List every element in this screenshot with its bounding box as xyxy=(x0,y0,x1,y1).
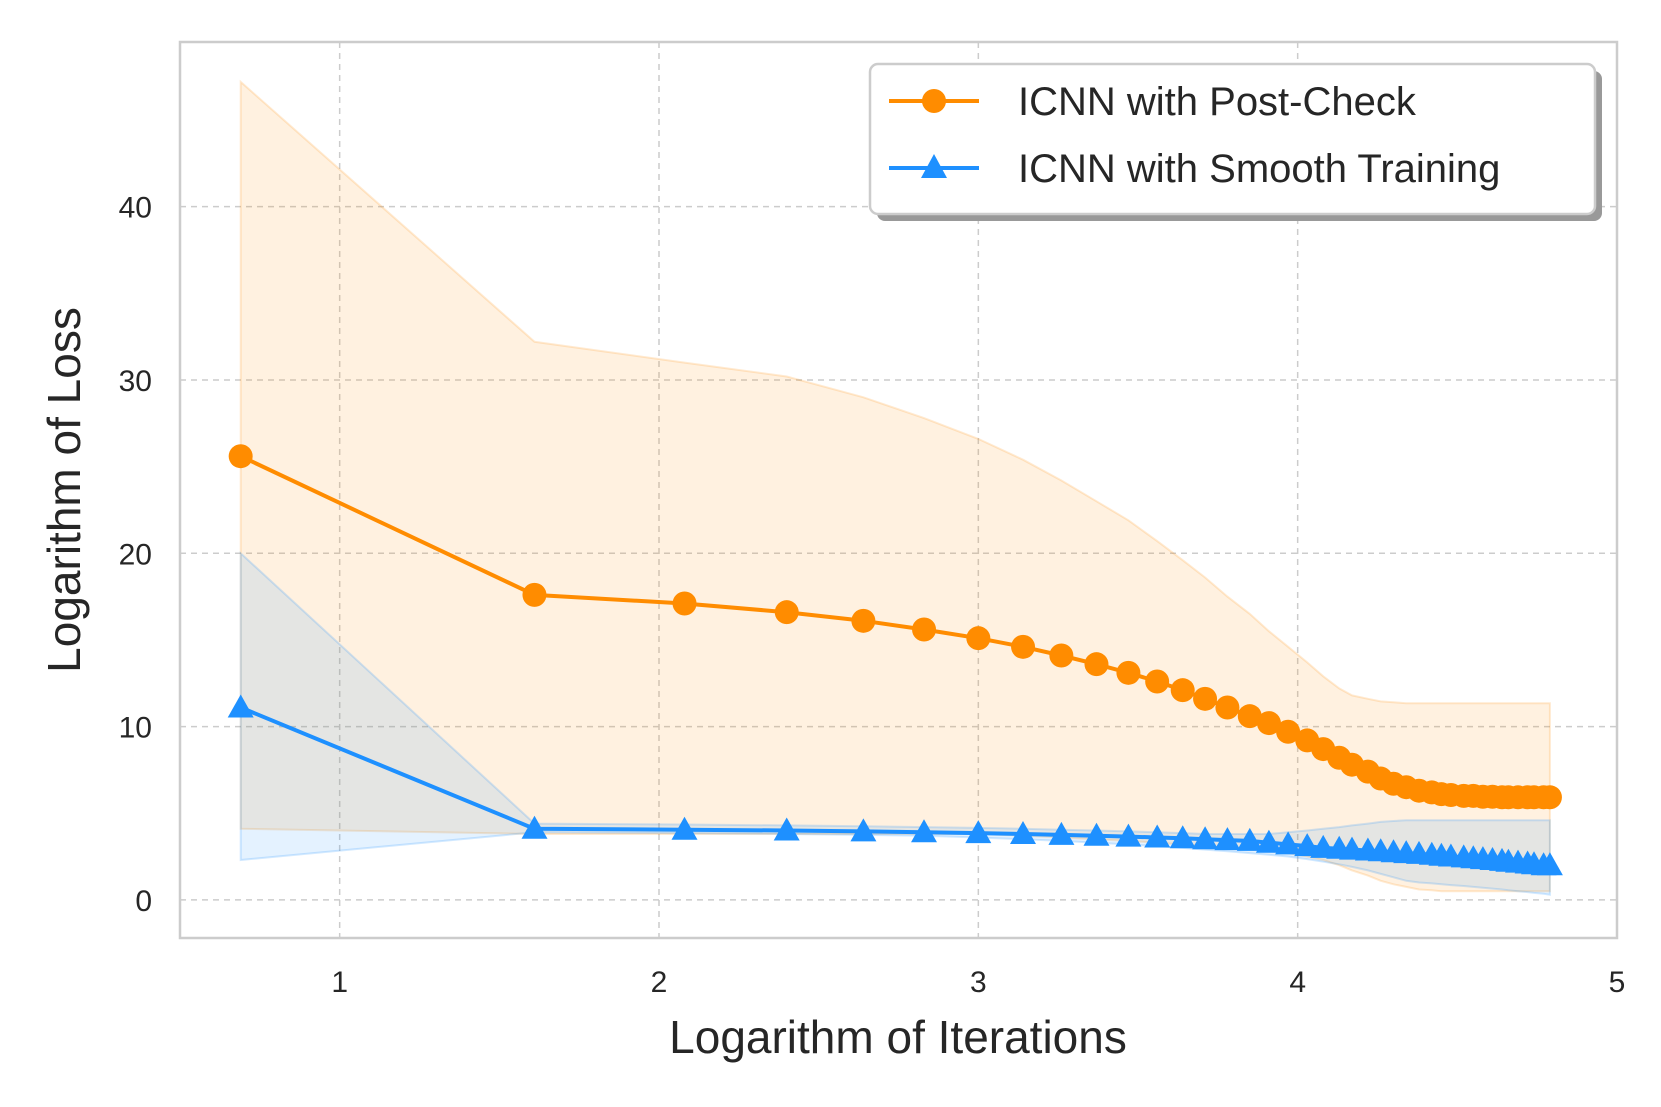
x-tick-label: 2 xyxy=(651,966,668,999)
point-post-check xyxy=(522,582,547,607)
y-tick-labels: 0 10 20 30 40 xyxy=(119,192,152,918)
point-smooth-training xyxy=(1236,827,1263,851)
point-post-check xyxy=(1237,704,1262,729)
point-post-check xyxy=(672,591,697,616)
x-tick-label: 5 xyxy=(1609,966,1626,999)
point-smooth-training xyxy=(1083,822,1110,846)
y-tick-label: 20 xyxy=(119,538,152,571)
y-tick-label: 30 xyxy=(119,365,152,398)
point-smooth-training xyxy=(1048,821,1075,845)
series-markers xyxy=(227,444,1563,876)
point-smooth-training xyxy=(965,820,992,844)
point-smooth-training xyxy=(850,818,877,842)
point-post-check xyxy=(1276,719,1301,744)
point-smooth-training xyxy=(1310,834,1337,858)
x-tick-label: 4 xyxy=(1289,966,1306,999)
point-post-check xyxy=(966,626,991,651)
point-post-check xyxy=(1116,660,1141,685)
point-smooth-training xyxy=(1255,829,1282,853)
legend-label-smooth-training: ICNN with Smooth Training xyxy=(1018,147,1500,191)
y-tick-label: 0 xyxy=(135,885,152,918)
legend-box xyxy=(868,62,1597,216)
point-post-check xyxy=(1215,695,1240,720)
y-axis-label: Logarithm of Loss xyxy=(38,307,90,673)
point-post-check xyxy=(1256,711,1281,736)
point-smooth-training xyxy=(1010,821,1036,844)
point-smooth-training xyxy=(1115,823,1142,847)
point-smooth-training xyxy=(1192,826,1219,850)
legend-label-post-check: ICNN with Post-Check xyxy=(1018,80,1417,124)
legend-marker-smooth-training xyxy=(921,154,947,178)
point-smooth-training xyxy=(671,816,698,840)
point-smooth-training xyxy=(1294,833,1321,857)
point-smooth-training xyxy=(1275,831,1302,855)
point-post-check xyxy=(912,617,937,642)
point-post-check xyxy=(851,608,876,633)
point-post-check xyxy=(1537,785,1562,810)
point-smooth-training xyxy=(1214,827,1241,851)
point-post-check xyxy=(1049,643,1074,668)
point-smooth-training xyxy=(1169,825,1196,849)
point-smooth-training xyxy=(1144,824,1171,848)
point-post-check xyxy=(774,600,799,625)
point-post-check xyxy=(1145,669,1170,694)
y-tick-label: 10 xyxy=(119,712,152,745)
x-tick-label: 1 xyxy=(331,966,348,999)
point-smooth-training xyxy=(227,694,254,718)
point-smooth-training xyxy=(1536,852,1563,876)
x-tick-labels: 1 2 3 4 5 xyxy=(331,966,1625,999)
point-post-check xyxy=(1170,678,1195,703)
point-post-check xyxy=(1011,634,1036,659)
point-post-check xyxy=(1084,652,1109,677)
y-tick-label: 40 xyxy=(119,192,152,225)
plot-frame xyxy=(178,40,1619,940)
legend: ICNN with Post-Check ICNN with Smooth Tr… xyxy=(868,62,1602,221)
point-smooth-training xyxy=(773,817,800,841)
point-smooth-training xyxy=(911,819,937,843)
point-smooth-training xyxy=(1339,836,1365,860)
point-smooth-training xyxy=(521,815,548,839)
point-post-check xyxy=(228,444,253,469)
x-tick-label: 3 xyxy=(970,966,987,999)
x-axis-label: Logarithm of Iterations xyxy=(669,1011,1127,1063)
point-post-check xyxy=(1193,686,1218,711)
legend-marker-post-check xyxy=(922,89,946,113)
